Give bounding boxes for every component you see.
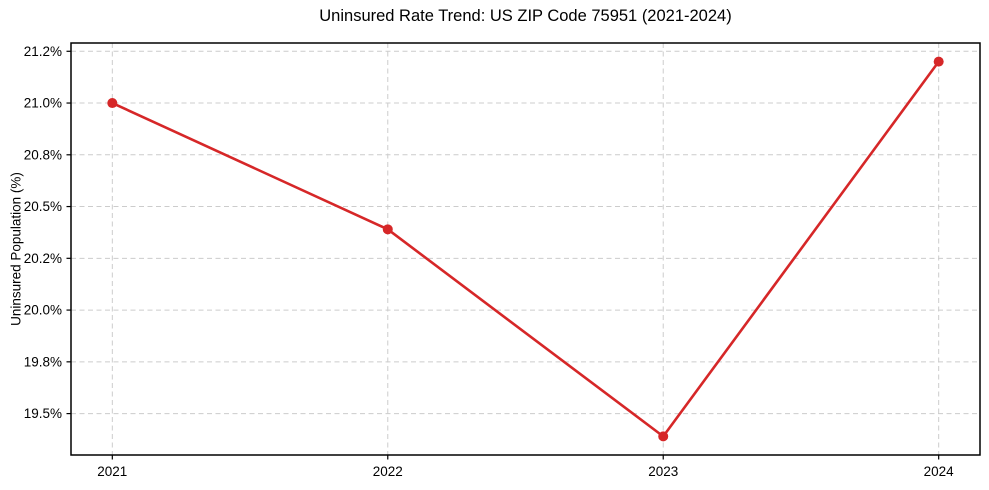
data-point (107, 98, 118, 109)
y-tick-label: 20.5% (24, 199, 62, 214)
y-tick-label: 21.2% (24, 44, 62, 59)
x-tick-label: 2024 (924, 464, 955, 479)
x-tick-label: 2023 (648, 464, 678, 479)
y-tick-label: 20.2% (24, 251, 62, 266)
chart-title: Uninsured Rate Trend: US ZIP Code 75951 … (319, 7, 732, 25)
y-tick-label: 20.0% (24, 303, 62, 318)
data-point (933, 56, 944, 67)
y-tick-label: 20.8% (24, 147, 62, 162)
data-point (382, 224, 393, 235)
y-tick-label: 19.5% (24, 406, 62, 421)
trend-line (111, 60, 940, 438)
plot-frame (70, 42, 981, 456)
x-tick-label: 2021 (97, 464, 127, 479)
y-tick-label: 19.8% (24, 354, 62, 369)
x-tick-label: 2022 (373, 464, 403, 479)
data-point (658, 431, 669, 442)
y-tick-label: 21.0% (24, 96, 62, 111)
